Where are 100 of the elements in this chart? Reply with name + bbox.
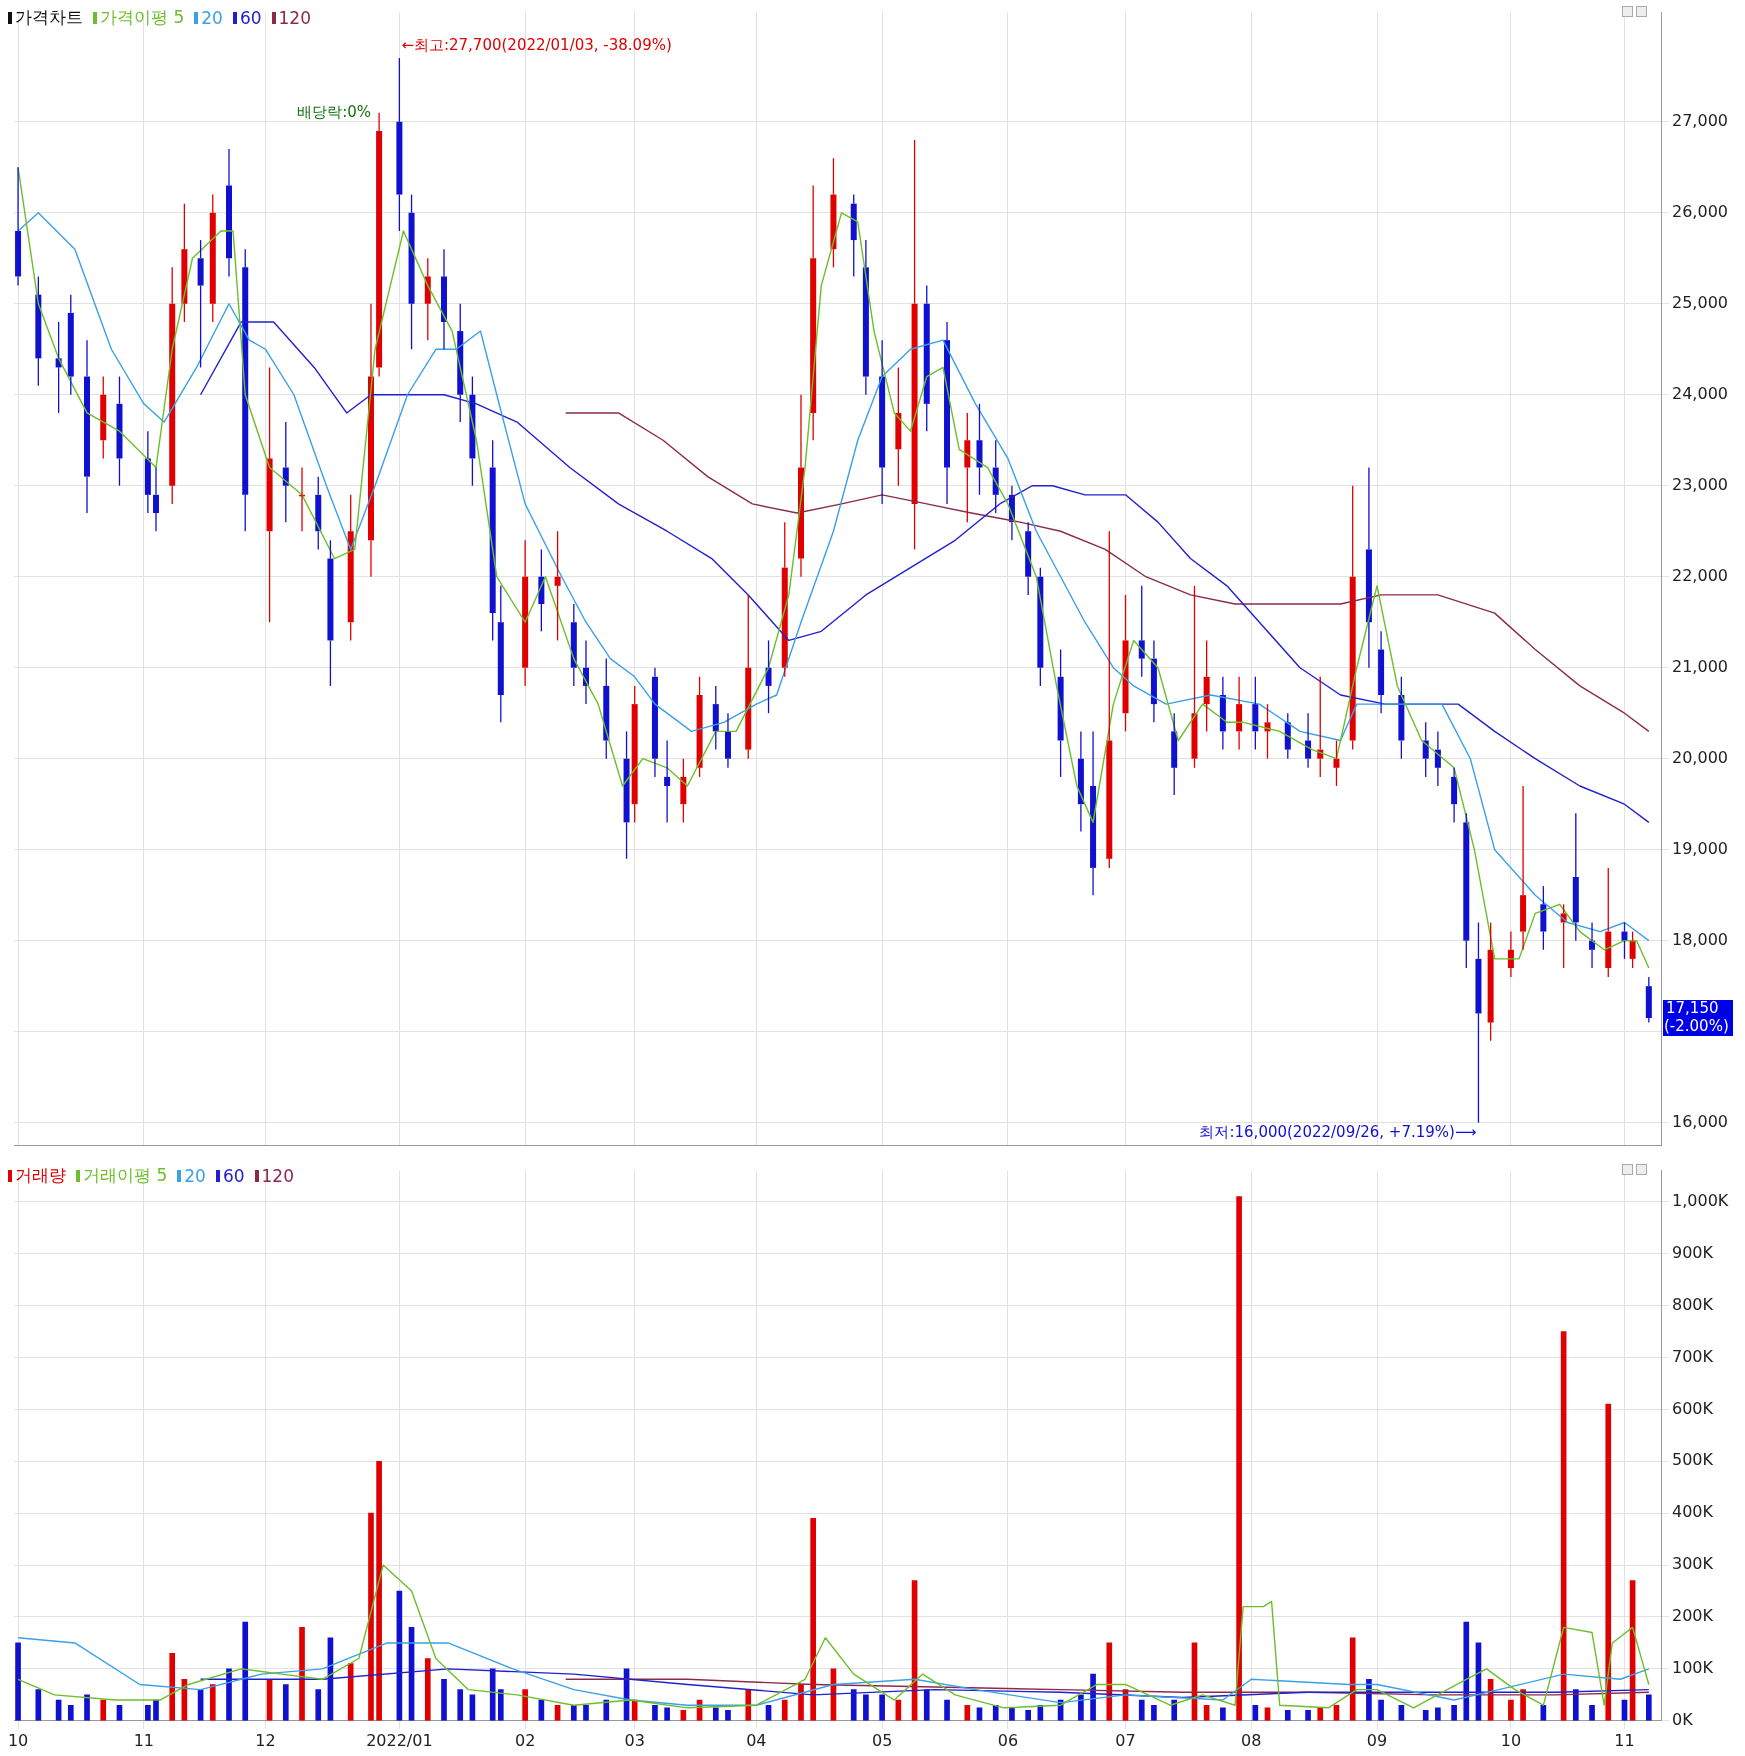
candlestick: [923, 284, 930, 432]
candlestick: [15, 166, 22, 287]
candlestick: [1487, 921, 1494, 1042]
bar: [489, 1668, 496, 1721]
candlestick: [1540, 885, 1547, 951]
candlestick: [1520, 785, 1527, 951]
bar: [1220, 1707, 1226, 1721]
candlestick: [226, 148, 232, 278]
bar: [1378, 1699, 1384, 1721]
candlestick: [144, 430, 151, 514]
candlestick: [100, 375, 107, 460]
x-tick-label: 11: [1614, 1730, 1635, 1750]
candlestick: [1398, 676, 1405, 760]
candlestick: [1333, 739, 1340, 787]
candlestick: [1077, 730, 1084, 833]
y-tick-label: 16,000: [1672, 1111, 1728, 1131]
bar: [1435, 1707, 1441, 1721]
legend-label: 120: [261, 1165, 294, 1186]
annotation: ←최고:27,700(2022/01/03, -38.09%): [401, 35, 672, 54]
candlestick: [522, 539, 529, 687]
bar: [725, 1710, 731, 1721]
bar: [1151, 1704, 1157, 1721]
bar: [923, 1689, 930, 1721]
bar: [944, 1699, 950, 1721]
candlestick: [327, 539, 334, 687]
candlestick: [1171, 712, 1178, 796]
candlestick: [680, 758, 687, 824]
y-tick-label: 400K: [1672, 1502, 1714, 1522]
candlestick: [1252, 676, 1259, 751]
bar: [1078, 1694, 1084, 1721]
candlestick: [631, 685, 638, 824]
bar: [992, 1704, 999, 1721]
bar: [964, 1704, 971, 1721]
bar: [745, 1689, 752, 1721]
x-tick-label: 09: [1366, 1730, 1388, 1750]
bar: [522, 1689, 528, 1721]
bar: [1646, 1694, 1652, 1721]
candlestick: [84, 339, 91, 514]
legend-label: 120: [278, 7, 311, 28]
y-tick-label: 25,000: [1672, 292, 1728, 312]
candlestick: [242, 248, 249, 532]
bar: [315, 1689, 322, 1721]
candlestick: [169, 266, 176, 505]
annotation: 최저:16,000(2022/09/26, +7.19%)⟶: [1199, 1122, 1477, 1141]
candlestick: [651, 667, 658, 778]
annotation: 배당락:0%: [297, 102, 372, 121]
bar: [664, 1707, 670, 1721]
bar: [226, 1668, 232, 1721]
bar: [1451, 1704, 1457, 1721]
candlestick: [1572, 812, 1579, 942]
candlestick: [1122, 594, 1129, 733]
candlestick: [396, 57, 403, 232]
x-tick-label: 07: [1115, 1730, 1136, 1750]
candlestick: [35, 275, 42, 387]
candlestick: [1475, 921, 1482, 1124]
bar: [497, 1689, 504, 1721]
x-tick-label: 04: [746, 1730, 767, 1750]
y-tick-label: 900K: [1672, 1242, 1714, 1262]
candlestick: [911, 139, 918, 551]
candlestick: [964, 412, 971, 523]
legend-label: 거래량: [15, 1164, 66, 1187]
legend-label: 60: [239, 7, 262, 28]
bar: [798, 1684, 804, 1721]
candlestick: [664, 739, 671, 824]
candlestick: [603, 657, 610, 760]
candlestick: [441, 248, 448, 350]
bar: [457, 1689, 464, 1721]
bar: [583, 1704, 589, 1721]
candlestick: [1138, 585, 1145, 678]
bar: [1349, 1637, 1356, 1721]
bar: [1589, 1704, 1595, 1721]
bar: [1508, 1699, 1514, 1721]
bar: [1138, 1699, 1145, 1721]
bar: [652, 1704, 658, 1721]
bar: [368, 1512, 374, 1721]
bar: [1236, 1196, 1242, 1721]
legend-label: 가격이평 5: [100, 6, 185, 29]
x-tick-label: 02: [514, 1730, 536, 1750]
bar: [145, 1704, 151, 1721]
bar: [781, 1699, 788, 1721]
candlestick: [1090, 730, 1097, 896]
bar: [810, 1518, 816, 1721]
bar: [1284, 1710, 1291, 1721]
candlestick: [1219, 676, 1226, 751]
y-tick-label: 21,000: [1672, 656, 1728, 676]
y-tick-label: 600K: [1672, 1398, 1714, 1418]
candlestick: [944, 321, 951, 505]
y-tick-label: 0K: [1672, 1709, 1694, 1729]
candlestick: [1057, 648, 1064, 778]
y-tick-label: 300K: [1672, 1554, 1714, 1574]
bar: [153, 1699, 159, 1721]
candlestick: [116, 375, 123, 487]
bar: [347, 1663, 354, 1721]
candlestick: [1236, 676, 1243, 751]
bar: [1422, 1710, 1429, 1721]
bar: [1463, 1621, 1470, 1721]
bar: [169, 1652, 176, 1721]
candlestick: [724, 712, 731, 769]
candlestick: [197, 239, 204, 369]
candlestick: [489, 439, 496, 642]
